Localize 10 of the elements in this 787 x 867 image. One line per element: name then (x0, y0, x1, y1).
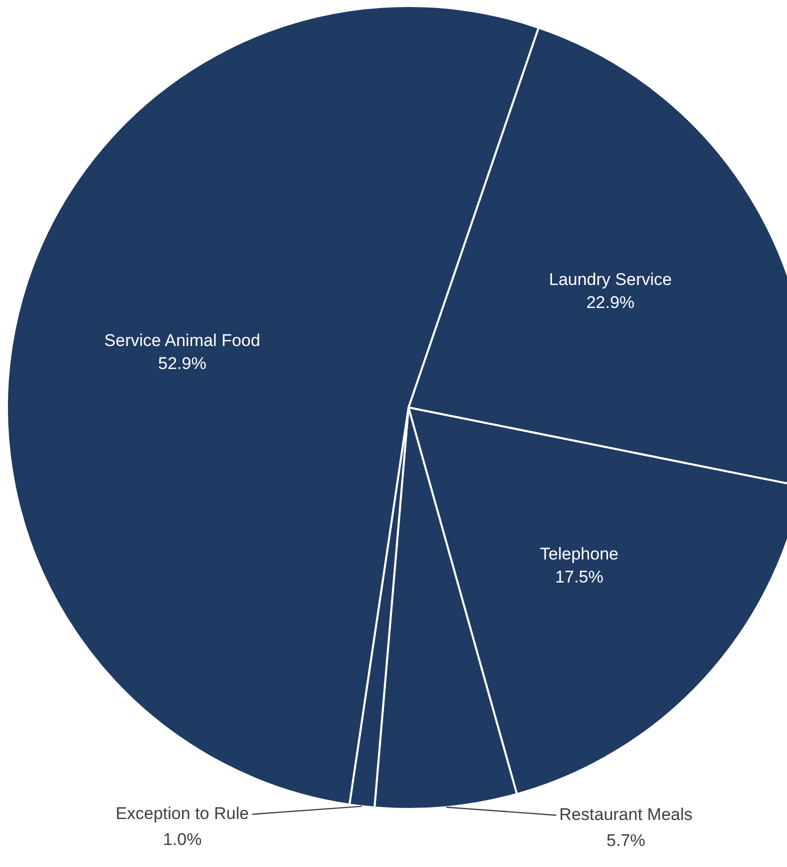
slice-label: Telephone (540, 544, 618, 564)
data-label: 17.5% (555, 568, 604, 587)
data-label: 22.9% (586, 293, 635, 312)
slice-label: Exception to Rule (116, 804, 249, 823)
data-label: 1.0% (162, 830, 202, 849)
data-label: 52.9% (158, 354, 206, 374)
slice-label: Restaurant Meals (559, 804, 693, 824)
data-label: 5.7% (606, 830, 646, 850)
slice-label: Service Animal Food (104, 331, 260, 350)
slice-label: Laundry Service (548, 270, 672, 290)
